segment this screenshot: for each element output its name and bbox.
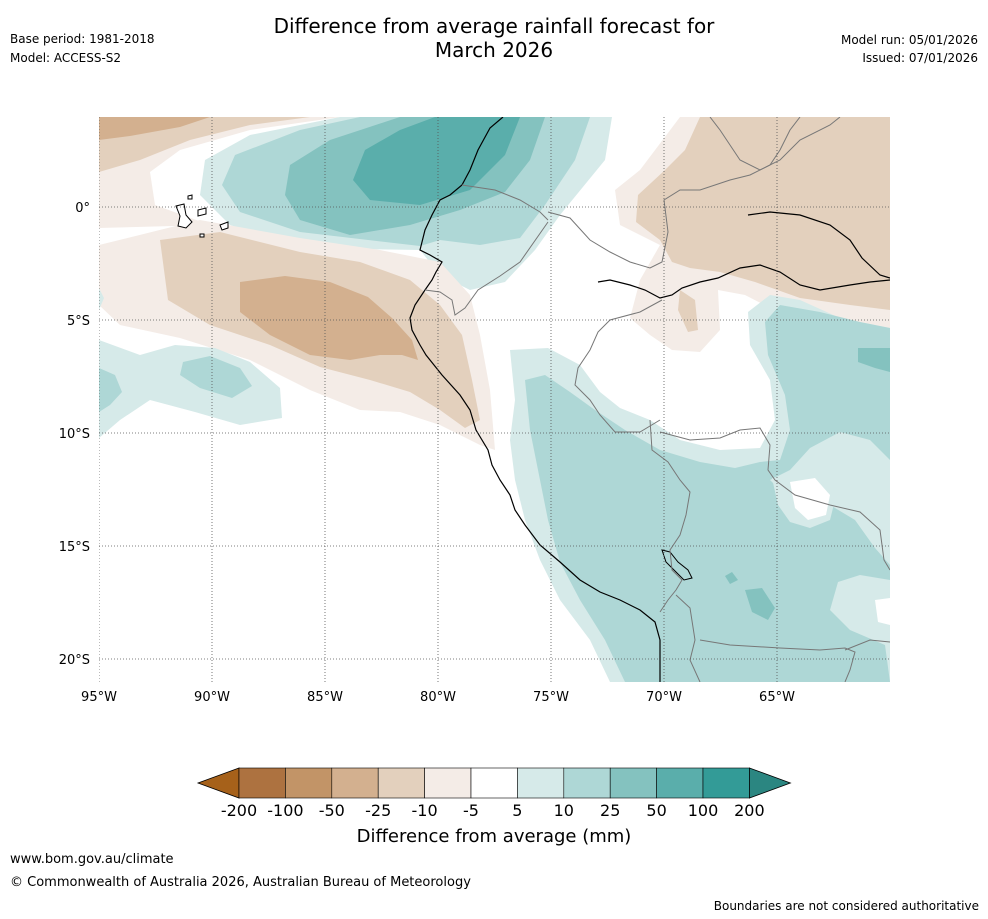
wet-contour-sw-5 (99, 340, 282, 438)
colorbar-segment (285, 767, 333, 799)
footer-url[interactable]: www.bom.gov.au/climate (10, 852, 174, 867)
colorbar-tick-label: -5 (463, 801, 479, 820)
north-coast (597, 264, 890, 299)
colorbar-tick-label: 10 (554, 801, 574, 820)
colorbar: -200 -100 -50 -25 -10 -5 5 10 25 50 100 200 (196, 767, 792, 820)
colorbar-tick-label: 5 (512, 801, 522, 820)
colorbar-tick-label: -50 (319, 801, 345, 820)
galapagos-island-2 (197, 207, 207, 217)
wet-contour-se-25b (745, 588, 775, 620)
dry-contour-c-25 (240, 276, 418, 360)
border-colombia-brazil (547, 117, 801, 269)
footer-copyright: © Commonwealth of Australia 2026, Austra… (10, 875, 471, 890)
galapagos-island-1 (175, 203, 193, 229)
colorbar-extend-low (196, 767, 240, 799)
lon-label-65w: 65°W (759, 690, 795, 705)
lat-label-0: 0° (75, 201, 90, 216)
colorbar-title: Difference from average (mm) (356, 826, 632, 847)
galapagos-island-4 (187, 194, 193, 200)
graticule (99, 117, 890, 682)
colorbar-segment (563, 767, 611, 799)
border-bolivia-argentina (699, 639, 856, 682)
border-peru-brazil (574, 299, 663, 433)
colorbar-extend-high (749, 767, 792, 799)
coastline (409, 117, 661, 682)
colorbar-segment (656, 767, 704, 799)
colorbar-segment (702, 767, 750, 799)
title-line-2: March 2026 (434, 38, 554, 62)
amazon-river (747, 211, 890, 279)
colorbar-tick-label: -10 (412, 801, 438, 820)
dry-contour-ne-10b (678, 290, 698, 332)
wet-contour-sw-10 (180, 356, 252, 398)
colorbar-tick-label: -25 (365, 801, 391, 820)
wet-contour-sw-10b (99, 368, 122, 412)
colorbar-tick-label: 100 (688, 801, 719, 820)
issued-date: Issued: 07/01/2026 (862, 51, 978, 65)
lon-label-95w: 95°W (81, 690, 117, 705)
lon-label-85w: 85°W (307, 690, 343, 705)
border-paraguay (844, 639, 890, 651)
map-contours (99, 117, 890, 682)
wet-contour-w-edge (99, 288, 104, 310)
wet-contour-se-white2 (875, 598, 890, 625)
model-name: Model: ACCESS-S2 (10, 51, 122, 65)
wet-contour-se-25a (858, 348, 890, 372)
map-title: Difference from average rainfall forecas… (0, 14, 988, 62)
lon-label-90w: 90°W (194, 690, 230, 705)
colorbar-segment (609, 767, 657, 799)
wet-contour-se-25c (725, 572, 738, 584)
colorbar-segment (238, 767, 286, 799)
lon-label-75w: 75°W (533, 690, 569, 705)
colorbar-tick-label: 50 (646, 801, 666, 820)
lon-label-70w: 70°W (646, 690, 682, 705)
colorbar-tick-label: -100 (267, 801, 303, 820)
border-peru-bolivia (649, 419, 691, 613)
border-ecuador-peru (424, 221, 549, 316)
footer-disclaimer: Boundaries are not considered authoritat… (713, 899, 979, 913)
colorbar-tick-label: -200 (221, 801, 257, 820)
lake-titicaca (661, 549, 693, 581)
base-period: Base period: 1981-2018 (10, 32, 155, 46)
lon-label-80w: 80°W (420, 690, 456, 705)
galapagos-island-5 (199, 233, 205, 238)
model-run: Model run: 05/01/2026 (840, 33, 978, 47)
lat-label-20s: 20°S (59, 653, 90, 668)
lat-label-10s: 10°S (59, 427, 90, 442)
border-bolivia-brazil (659, 427, 890, 571)
lat-label-5s: 5°S (67, 314, 90, 329)
dry-contour-nw-25 (99, 117, 210, 140)
colorbar-tick-label: 200 (734, 801, 765, 820)
wet-contour-n-50 (353, 117, 520, 205)
colorbar-segment (470, 767, 518, 799)
colorbar-segment (331, 767, 379, 799)
colorbar-segment (424, 767, 472, 799)
wet-contour-se-10 (525, 305, 890, 682)
border-chile-argentina (675, 594, 701, 682)
border-venezuela (709, 117, 841, 171)
colorbar-segment (377, 767, 425, 799)
border-colombia-ecuador (461, 184, 549, 221)
title-line-1: Difference from average rainfall forecas… (273, 14, 715, 38)
galapagos-island-3 (219, 221, 229, 231)
colorbar-tick-label: 25 (600, 801, 620, 820)
lat-label-15s: 15°S (59, 540, 90, 555)
colorbar-segment (517, 767, 565, 799)
